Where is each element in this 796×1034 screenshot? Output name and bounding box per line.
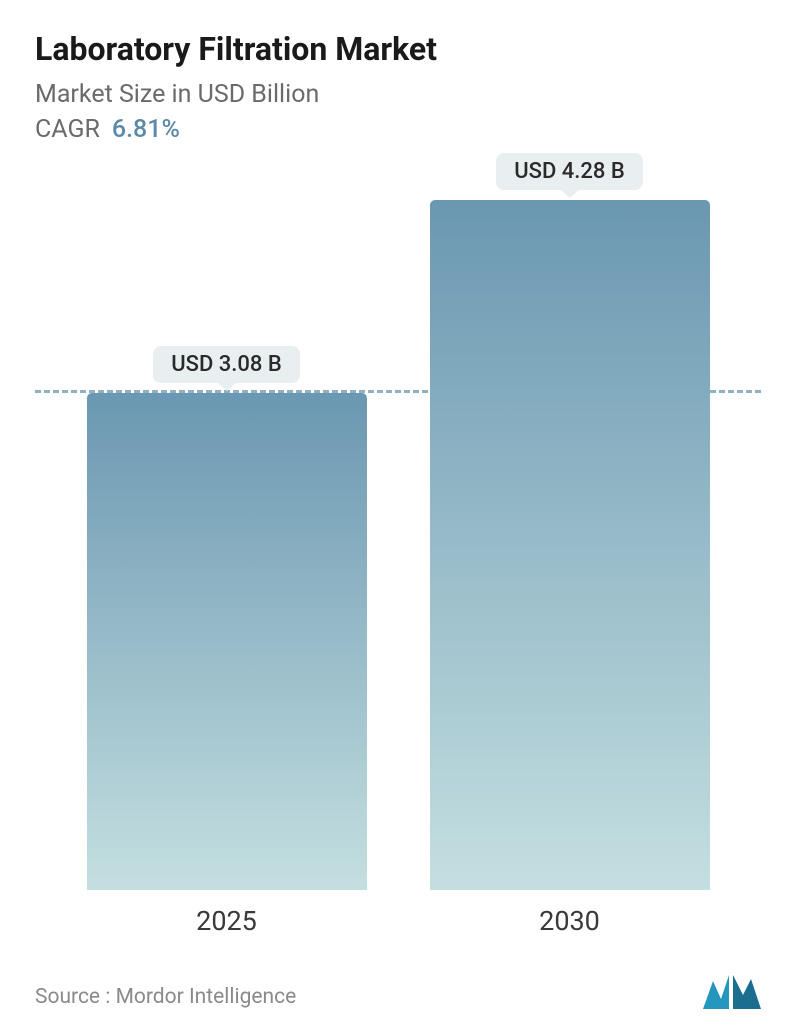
chart-subtitle: Market Size in USD Billion: [35, 80, 761, 109]
value-badge: USD 4.28 B: [496, 153, 643, 190]
logo-icon: [703, 975, 761, 1009]
chart-footer: Source : Mordor Intelligence: [35, 967, 761, 1009]
source-text: Source : Mordor Intelligence: [35, 985, 296, 1009]
cagr-label: CAGR: [35, 115, 100, 144]
bar: [87, 393, 367, 890]
x-axis-label: 2025: [87, 905, 367, 937]
cagr-row: CAGR 6.81%: [35, 115, 761, 144]
bar-group: USD 3.08 B: [87, 346, 367, 890]
bar-group: USD 4.28 B: [430, 153, 710, 890]
value-badge: USD 3.08 B: [153, 346, 300, 383]
x-axis-label: 2030: [430, 905, 710, 937]
bar: [430, 200, 710, 890]
x-axis-labels: 2025 2030: [35, 890, 761, 937]
chart-area: USD 3.08 BUSD 4.28 B: [35, 184, 761, 890]
cagr-value: 6.81%: [112, 115, 180, 144]
chart-title: Laboratory Filtration Market: [35, 30, 761, 68]
